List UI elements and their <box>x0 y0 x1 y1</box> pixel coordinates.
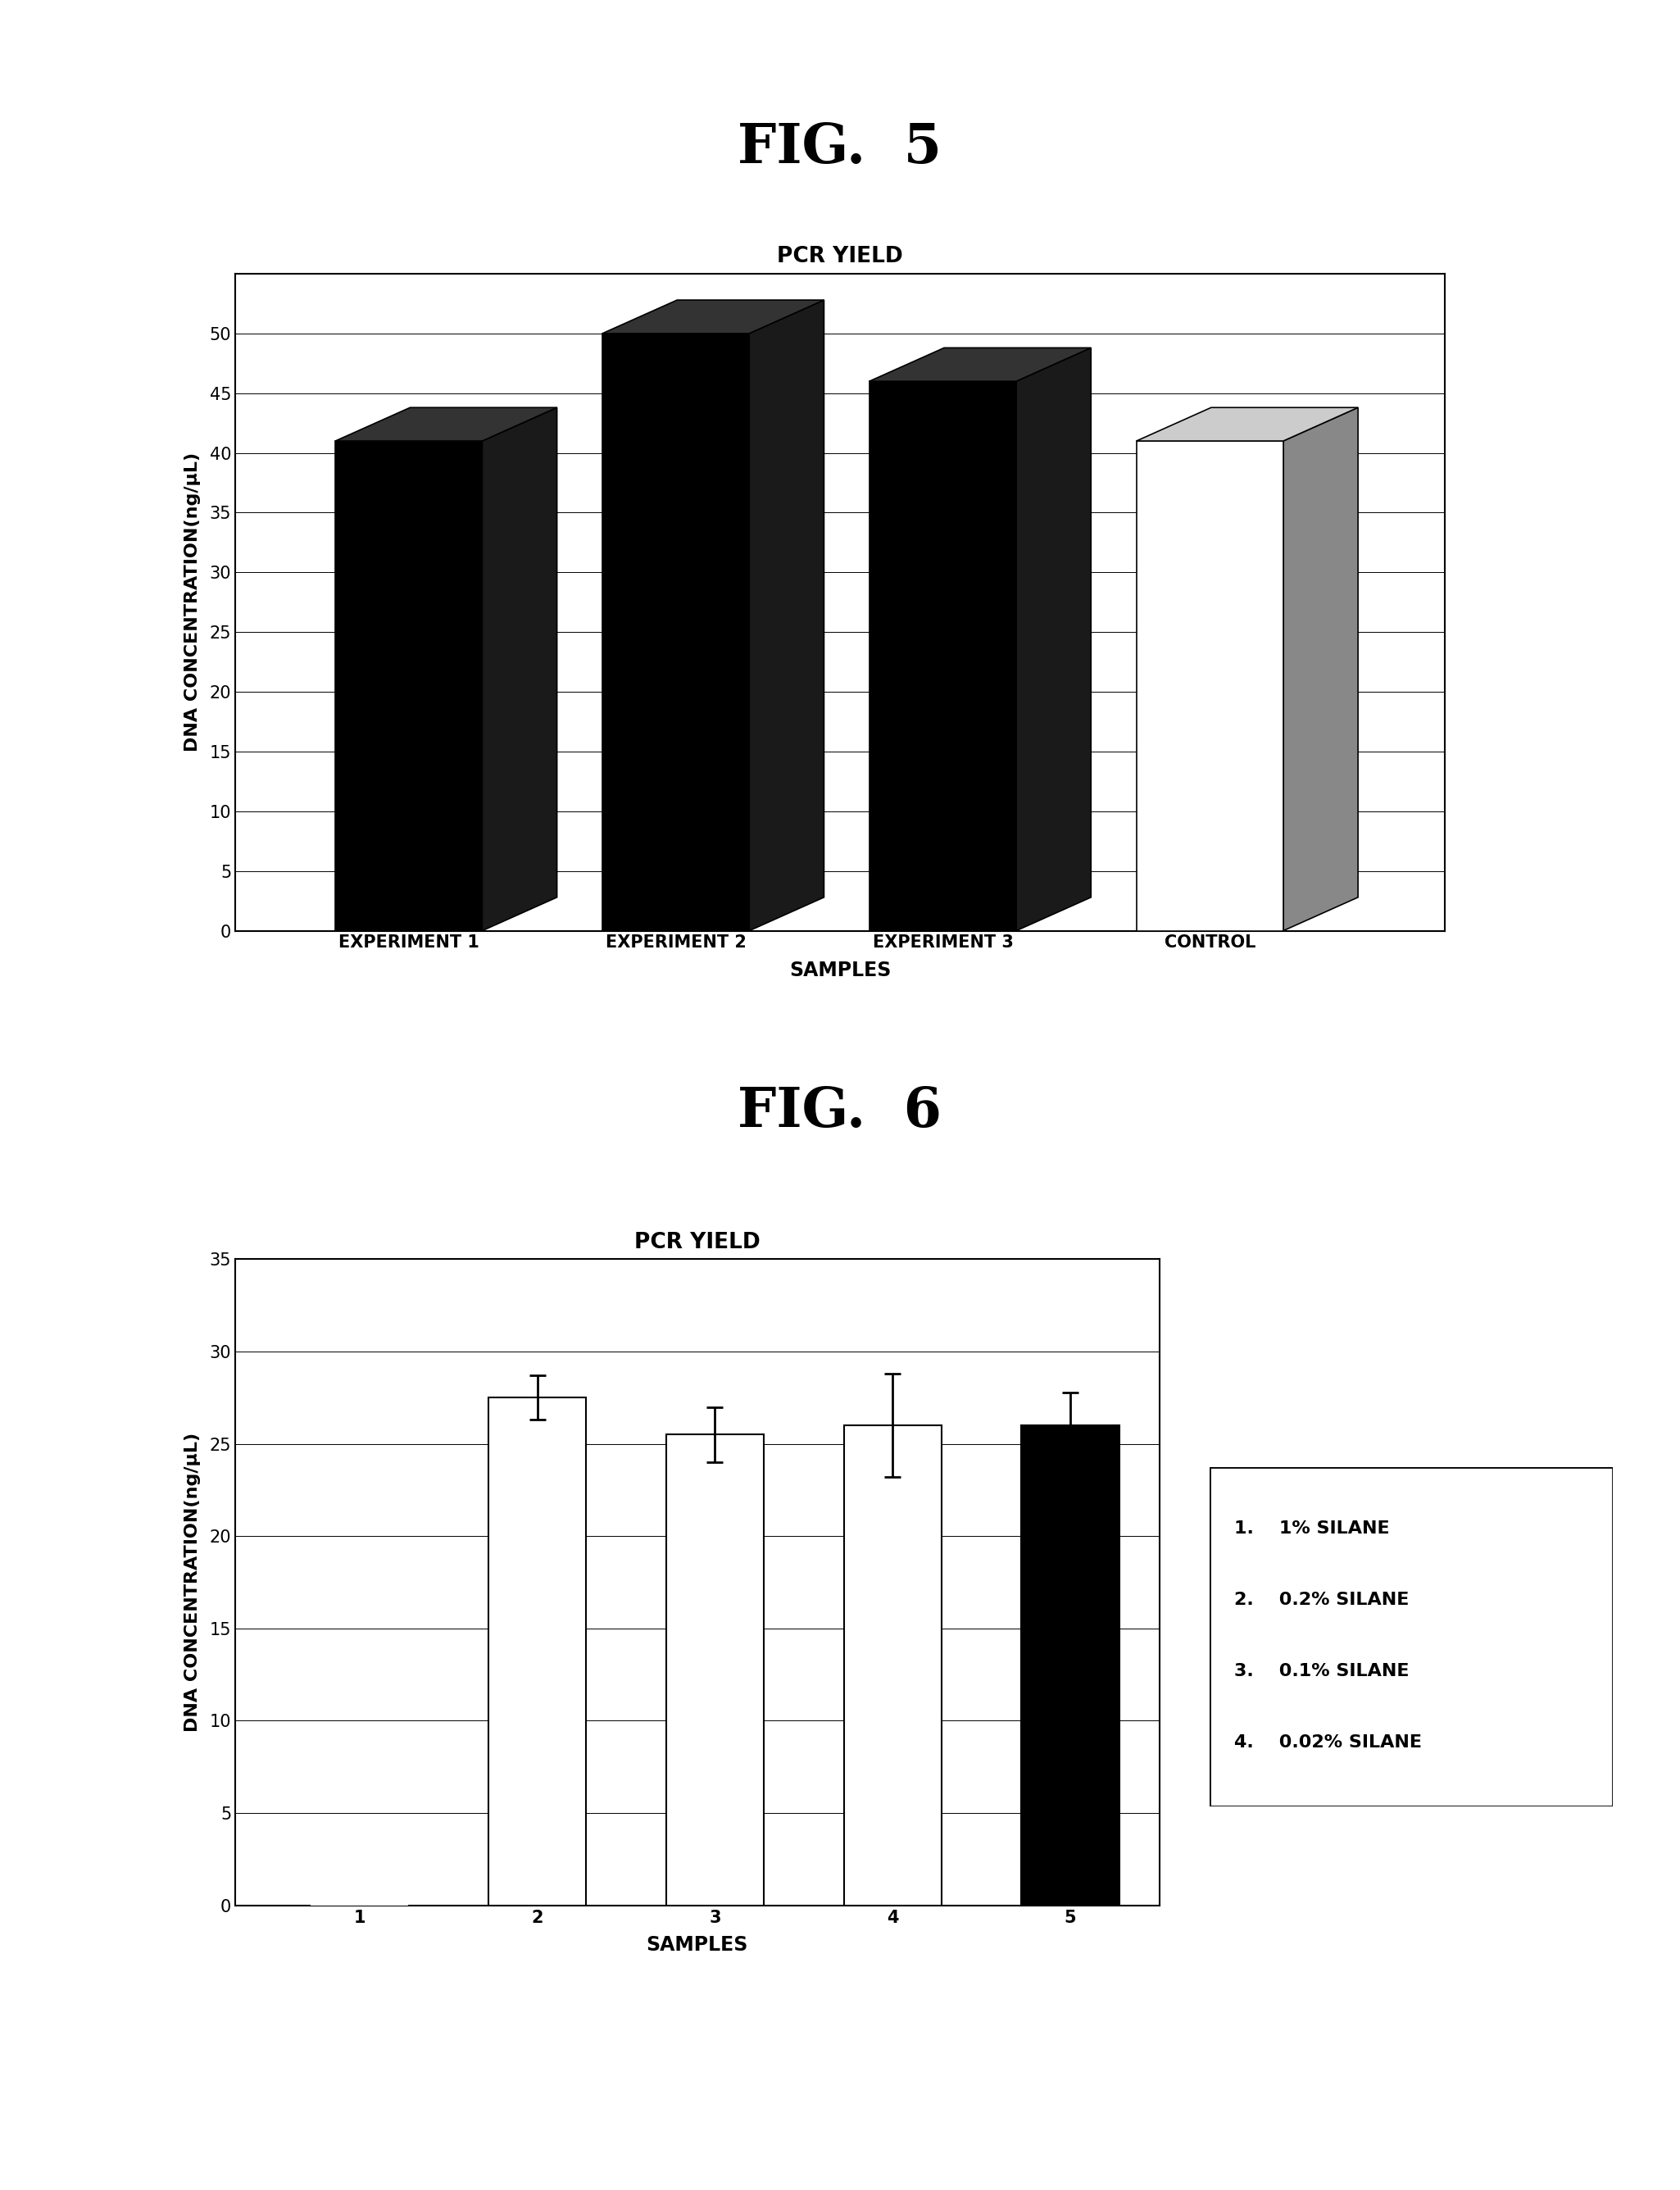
Text: FIG.  6: FIG. 6 <box>738 1084 942 1139</box>
Bar <box>489 1397 586 1905</box>
Bar <box>1021 1426 1119 1905</box>
Text: 3.    0.1% SILANE: 3. 0.1% SILANE <box>1233 1662 1410 1680</box>
Text: 2.    0.2% SILANE: 2. 0.2% SILANE <box>1233 1592 1408 1607</box>
Text: 4.    0.02% SILANE: 4. 0.02% SILANE <box>1233 1734 1421 1750</box>
X-axis label: SAMPLES: SAMPLES <box>647 1934 748 1953</box>
Y-axis label: DNA CONCENTRATION(ng/μL): DNA CONCENTRATION(ng/μL) <box>185 453 200 751</box>
Y-axis label: DNA CONCENTRATION(ng/μL): DNA CONCENTRATION(ng/μL) <box>185 1432 200 1732</box>
Polygon shape <box>336 407 558 440</box>
Polygon shape <box>1136 407 1357 440</box>
Polygon shape <box>1284 407 1357 931</box>
Title: PCR YIELD: PCR YIELD <box>776 245 904 267</box>
Bar <box>843 1426 941 1905</box>
Bar <box>603 333 749 931</box>
Bar <box>665 1434 764 1905</box>
Title: PCR YIELD: PCR YIELD <box>635 1231 761 1253</box>
Polygon shape <box>869 348 1090 381</box>
Text: FIG.  5: FIG. 5 <box>738 120 942 175</box>
Polygon shape <box>603 300 823 333</box>
FancyBboxPatch shape <box>1210 1467 1613 1807</box>
Text: 1.    1% SILANE: 1. 1% SILANE <box>1233 1520 1389 1537</box>
Bar <box>336 440 482 931</box>
Bar <box>869 381 1016 931</box>
Polygon shape <box>1016 348 1090 931</box>
Polygon shape <box>749 300 823 931</box>
X-axis label: SAMPLES: SAMPLES <box>790 959 890 979</box>
Bar <box>1136 440 1284 931</box>
Polygon shape <box>482 407 558 931</box>
